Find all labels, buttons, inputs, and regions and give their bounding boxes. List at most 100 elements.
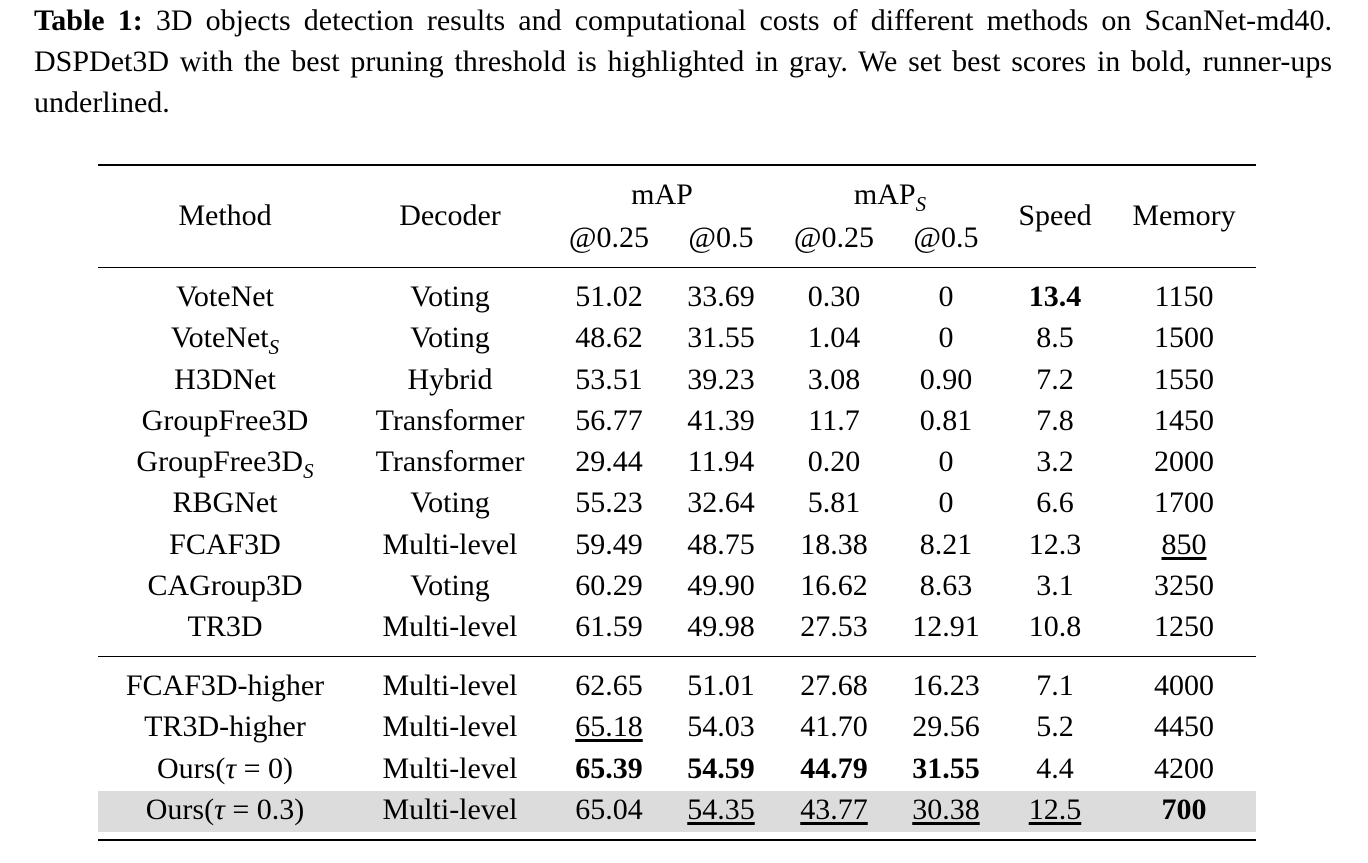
caption-text: 3D objects detection results and computa… — [34, 4, 1332, 119]
cell-speed: 8.5 — [1036, 321, 1074, 354]
cell-method: TR3D — [188, 608, 263, 646]
cell-maps25: 5.81 — [807, 486, 861, 519]
cell-method: GroupFree3DS — [136, 443, 313, 483]
top-rule — [98, 164, 1256, 166]
cell-speed: 4.4 — [1036, 752, 1074, 785]
cell-maps25: 3.08 — [807, 363, 861, 396]
cell-speed: 13.4 — [1028, 280, 1082, 313]
cell-decoder: Multi-level — [382, 610, 518, 643]
cell-method: GroupFree3D — [142, 402, 309, 440]
cell-map5: 49.98 — [687, 610, 755, 643]
header-decoder: Decoder — [399, 199, 501, 232]
cell-map5: 31.55 — [687, 321, 755, 354]
cell-maps25: 16.62 — [800, 569, 868, 602]
cell-map25: 62.65 — [575, 669, 643, 702]
method-subscript: S — [303, 459, 314, 483]
tau-value: = 0) — [236, 752, 293, 785]
method-name: VoteNet — [170, 321, 269, 354]
cell-map25: 48.62 — [575, 321, 643, 354]
cell-speed: 3.1 — [1036, 569, 1074, 602]
cell-decoder: Multi-level — [382, 752, 518, 785]
cell-maps5: 16.23 — [912, 669, 980, 702]
cell-memory: 4000 — [1154, 669, 1214, 702]
header-map: mAP — [631, 178, 693, 211]
cell-map5: 48.75 — [687, 528, 755, 561]
cell-map25: 29.44 — [575, 445, 643, 478]
cell-map25: 55.23 — [575, 486, 643, 519]
header-method: Method — [178, 199, 272, 232]
cell-map5: 41.39 — [687, 404, 755, 437]
tau-symbol: τ — [225, 752, 237, 785]
header-map-025: @0.25 — [568, 221, 650, 254]
method-name: FCAF3D — [169, 528, 281, 561]
cell-memory: 1250 — [1154, 610, 1214, 643]
header-maps-main: mAP — [853, 178, 916, 211]
cell-maps25: 41.70 — [800, 710, 868, 743]
cell-maps5: 0.81 — [919, 404, 973, 437]
header-map-05: @0.5 — [688, 221, 754, 254]
cell-map25: 56.77 — [575, 404, 643, 437]
method-name: CAGroup3D — [147, 569, 303, 602]
caption-label: Table 1: — [34, 4, 143, 37]
cell-decoder: Voting — [410, 280, 490, 313]
cell-map5: 11.94 — [687, 445, 755, 478]
cell-speed: 5.2 — [1036, 710, 1074, 743]
cell-maps25: 27.53 — [800, 610, 868, 643]
cell-decoder: Transformer — [375, 445, 525, 478]
cell-map5: 54.35 — [687, 793, 755, 826]
cell-memory: 1150 — [1154, 280, 1214, 313]
header-memory: Memory — [1132, 199, 1236, 232]
method-name: TR3D-higher — [144, 710, 306, 743]
cell-maps5: 30.38 — [912, 793, 980, 826]
cell-maps25: 27.68 — [800, 669, 868, 702]
cell-maps5: 8.63 — [919, 569, 973, 602]
cell-memory: 1450 — [1154, 404, 1214, 437]
cell-decoder: Multi-level — [382, 528, 518, 561]
cell-speed: 7.1 — [1036, 669, 1074, 702]
tau-symbol: τ — [214, 793, 225, 826]
cell-method: RBGNet — [173, 484, 278, 522]
header-maps-sub: S — [915, 192, 927, 216]
cell-map5: 32.64 — [687, 486, 755, 519]
cell-decoder: Transformer — [375, 404, 525, 437]
cell-map5: 51.01 — [687, 669, 755, 702]
method-name: Ours( — [145, 793, 215, 826]
cell-map5: 39.23 — [687, 363, 755, 396]
method-name: H3DNet — [174, 363, 276, 396]
cell-maps5: 0 — [938, 321, 954, 354]
bottom-rule — [98, 839, 1256, 841]
method-name: Ours( — [157, 752, 226, 785]
cell-method: FCAF3D — [169, 526, 281, 564]
cell-maps25: 43.77 — [800, 793, 868, 826]
cell-map25: 65.04 — [575, 793, 643, 826]
cell-map5: 54.59 — [687, 752, 755, 785]
cell-maps5: 0 — [938, 445, 954, 478]
method-subscript: S — [268, 335, 280, 359]
cell-memory: 2000 — [1154, 445, 1214, 478]
cell-decoder: Multi-level — [382, 669, 518, 702]
cell-map25: 65.39 — [575, 752, 643, 785]
method-name: FCAF3D-higher — [125, 669, 325, 702]
cell-decoder: Multi-level — [382, 710, 518, 743]
cell-maps5: 0 — [938, 280, 954, 313]
method-name: GroupFree3D — [141, 404, 309, 437]
cell-map25: 53.51 — [575, 363, 643, 396]
cell-map25: 60.29 — [575, 569, 643, 602]
cell-speed: 7.8 — [1036, 404, 1074, 437]
cell-map5: 33.69 — [687, 280, 755, 313]
cell-method: VoteNet — [176, 278, 274, 316]
cell-speed: 12.5 — [1028, 793, 1082, 826]
cell-maps25: 0.30 — [807, 280, 861, 313]
cell-maps5: 12.91 — [912, 610, 980, 643]
tau-value: = 0.3) — [224, 793, 305, 826]
cell-map5: 49.90 — [687, 569, 755, 602]
header-maps-05: @0.5 — [913, 221, 979, 254]
cell-method: FCAF3D-higher — [126, 667, 324, 705]
cell-maps5: 0.90 — [919, 363, 973, 396]
cell-maps25: 44.79 — [800, 752, 868, 785]
cell-maps25: 18.38 — [800, 528, 868, 561]
cell-memory: 3250 — [1154, 569, 1214, 602]
header-speed: Speed — [1018, 199, 1092, 232]
cell-maps25: 11.7 — [808, 404, 860, 437]
cell-decoder: Multi-level — [382, 793, 518, 826]
